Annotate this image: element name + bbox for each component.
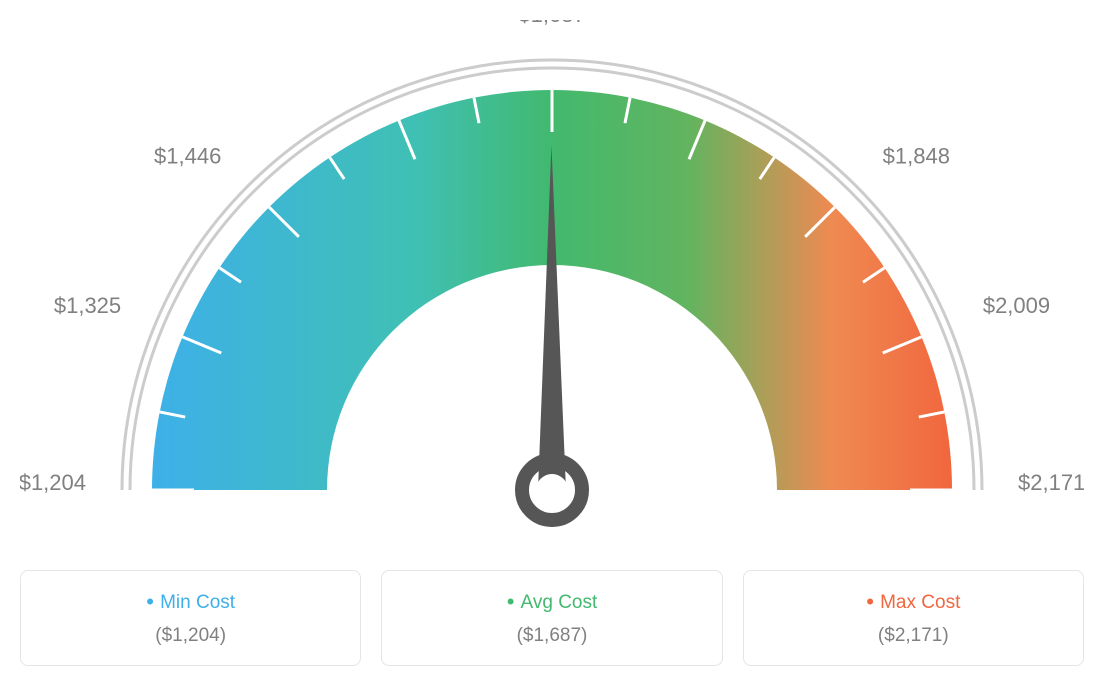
- legend-row: Min Cost ($1,204) Avg Cost ($1,687) Max …: [20, 570, 1084, 666]
- svg-text:$2,171: $2,171: [1018, 470, 1084, 495]
- legend-min-value: ($1,204): [31, 625, 350, 647]
- svg-text:$1,848: $1,848: [883, 143, 950, 168]
- legend-avg-label: Avg Cost: [392, 589, 711, 615]
- legend-card-max: Max Cost ($2,171): [743, 570, 1084, 666]
- legend-card-min: Min Cost ($1,204): [20, 570, 361, 666]
- legend-max-label: Max Cost: [754, 589, 1073, 615]
- legend-min-label: Min Cost: [31, 589, 350, 615]
- cost-gauge-chart: $1,204 $1,325 $1,446 $1,687 $1,848 $2,009 $2,1…: [20, 20, 1084, 550]
- svg-text:$1,446: $1,446: [154, 143, 221, 168]
- gauge-svg: $1,204 $1,325 $1,446 $1,687 $1,848 $2,009 $2,1…: [20, 20, 1084, 550]
- legend-avg-value: ($1,687): [392, 625, 711, 647]
- svg-text:$1,687: $1,687: [518, 20, 585, 27]
- legend-card-avg: Avg Cost ($1,687): [381, 570, 722, 666]
- svg-text:$1,325: $1,325: [54, 293, 121, 318]
- legend-max-value: ($2,171): [754, 625, 1073, 647]
- svg-text:$1,204: $1,204: [20, 470, 86, 495]
- svg-text:$2,009: $2,009: [983, 293, 1050, 318]
